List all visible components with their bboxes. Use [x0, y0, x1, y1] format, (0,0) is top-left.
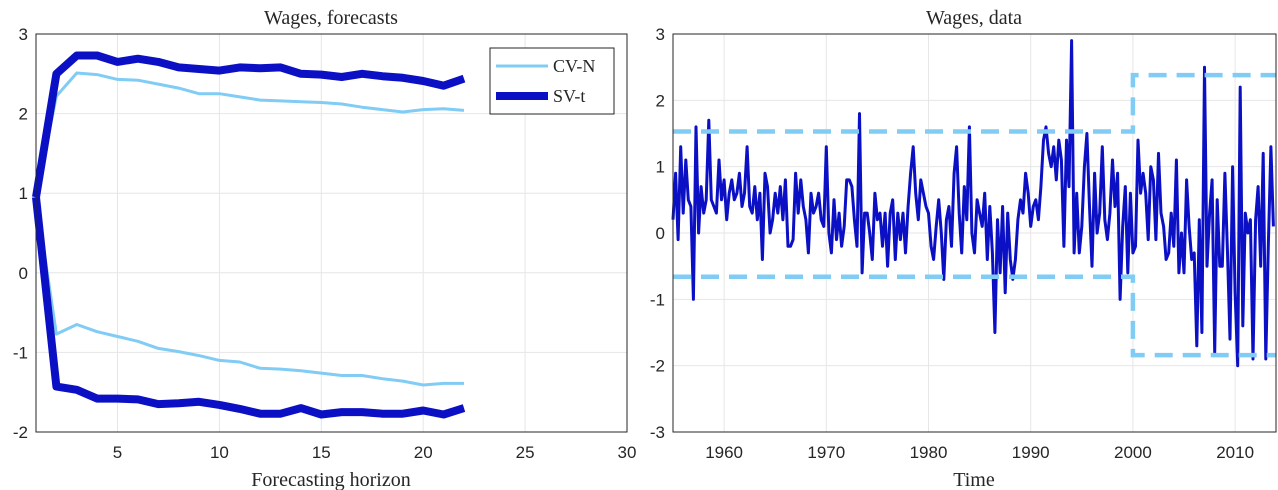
- sv-t-upper-line: [32, 51, 466, 198]
- y-tick-label: -1: [13, 343, 28, 362]
- band-upper-line: [673, 72, 1276, 134]
- x-tick-label: 2000: [1114, 443, 1152, 462]
- x-tick-label: 1990: [1012, 443, 1050, 462]
- cv-n-upper-line: [34, 71, 465, 198]
- x-tick-label: 1960: [705, 443, 743, 462]
- x-tick-label: 10: [210, 443, 229, 462]
- legend-label-cv-n: CV-N: [553, 56, 595, 76]
- forecast-legend: CV-N SV-t: [489, 47, 615, 115]
- y-tick-label: 0: [19, 264, 28, 283]
- x-tick-label: 30: [618, 443, 637, 462]
- x-tick-label: 25: [516, 443, 535, 462]
- y-tick-label: 1: [656, 158, 665, 177]
- sv-t-lower-line: [32, 196, 466, 419]
- forecast-x-axis-label: Forecasting horizon: [251, 469, 410, 490]
- legend-box: [489, 47, 615, 115]
- x-tick-label: 20: [414, 443, 433, 462]
- y-tick-label: 1: [19, 184, 28, 203]
- x-tick-label: 5: [113, 443, 122, 462]
- y-tick-label: 3: [19, 25, 28, 44]
- x-tick-label: 15: [312, 443, 331, 462]
- cv-n-lower-line: [34, 196, 464, 387]
- x-tick-label: 1970: [807, 443, 845, 462]
- forecast-chart-title: Wages, forecasts: [264, 7, 398, 29]
- y-tick-label: 3: [656, 25, 665, 44]
- x-tick-label: 1980: [910, 443, 948, 462]
- y-tick-label: 0: [656, 224, 665, 243]
- x-tick-label: 2010: [1216, 443, 1254, 462]
- data-panel: 3 2 1 0 -1 -2 -3 1960 1970 1980 1990 2000 2010 Wages…: [650, 7, 1277, 490]
- y-tick-label: -2: [650, 357, 665, 376]
- data-axes-frame: [672, 33, 1277, 433]
- y-tick-label: -3: [650, 423, 665, 442]
- y-tick-label: 2: [656, 91, 665, 110]
- band-lower-line: [673, 274, 1276, 358]
- y-tick-label: 2: [19, 105, 28, 124]
- y-tick-label: -1: [650, 290, 665, 309]
- forecast-axes-frame: [35, 33, 628, 433]
- y-tick-label: -2: [13, 423, 28, 442]
- legend-label-sv-t: SV-t: [553, 86, 585, 106]
- series-line-line: [671, 39, 1275, 368]
- data-x-axis-label: Time: [953, 469, 995, 490]
- data-chart-title: Wages, data: [926, 7, 1022, 29]
